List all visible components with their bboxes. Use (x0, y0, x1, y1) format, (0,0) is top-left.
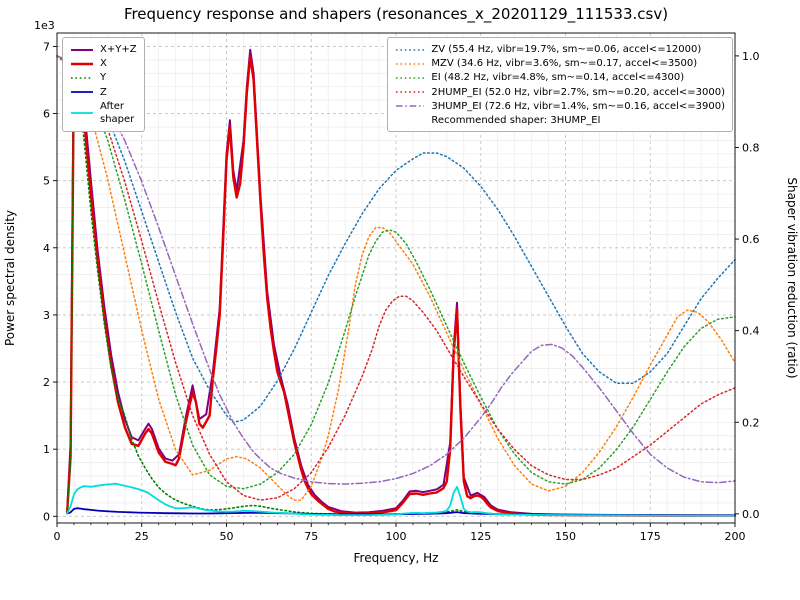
legend-label: X (100, 58, 107, 70)
x-tick-label: 0 (54, 530, 61, 543)
legend-item: EI (48.2 Hz, vibr=4.8%, sm~=0.14, accel<… (395, 71, 725, 84)
legend-label: Z (100, 86, 107, 98)
y-right-tick-label: 1.0 (742, 50, 760, 63)
y-left-tick-label: 1 (43, 443, 50, 456)
legend-psd: X+Y+Z X Y Z After shaper (62, 37, 145, 133)
legend-label: 2HUMP_EI (52.0 Hz, vibr=2.7%, sm~=0.20, … (431, 86, 725, 98)
legend-line-sample (71, 91, 93, 94)
legend-item: ZV (55.4 Hz, vibr=19.7%, sm~=0.06, accel… (395, 43, 725, 56)
x-tick-label: 75 (304, 530, 318, 543)
chart-title: Frequency response and shapers (resonanc… (123, 5, 669, 23)
legend-line-sample (396, 63, 425, 65)
legend-item: MZV (34.6 Hz, vibr=3.6%, sm~=0.17, accel… (395, 57, 725, 70)
legend-label: EI (48.2 Hz, vibr=4.8%, sm~=0.14, accel<… (431, 72, 685, 84)
series-line-y (66, 79, 736, 517)
legend-shapers: ZV (55.4 Hz, vibr=19.7%, sm~=0.06, accel… (387, 37, 733, 133)
legend-line-sample (396, 48, 425, 51)
legend-line-sample (71, 77, 93, 79)
series-line-after-shaper (66, 482, 736, 517)
legend-line-sample (71, 62, 93, 65)
x-tick-label: 200 (725, 530, 746, 543)
legend-line-sample (396, 77, 425, 79)
y-axis-label-right: Shaper vibration reduction (ratio) (785, 177, 799, 378)
y-right-tick-label: 0.6 (742, 233, 760, 246)
y-left-tick-label: 5 (43, 175, 50, 188)
y-axis-offset-label: 1e3 (34, 19, 55, 32)
legend-item: X (70, 57, 137, 70)
legend-line-sample (71, 112, 93, 114)
y-axis-label-left: Power spectral density (3, 210, 17, 346)
legend-item: X+Y+Z (70, 43, 137, 56)
x-tick-label: 50 (220, 530, 234, 543)
series-line-2hump-ei (56, 55, 736, 501)
legend-item: After shaper (70, 100, 137, 126)
legend-label: Y (100, 72, 107, 84)
x-axis-label: Frequency, Hz (353, 551, 439, 565)
legend-line-sample (396, 105, 425, 108)
x-tick-label: 175 (640, 530, 661, 543)
legend-line-sample (71, 48, 93, 51)
x-tick-label: 150 (555, 530, 576, 543)
legend-line-sample (396, 91, 425, 93)
legend-item: 2HUMP_EI (52.0 Hz, vibr=2.7%, sm~=0.20, … (395, 86, 725, 99)
series-line-mzv (56, 55, 736, 501)
legend-label: MZV (34.6 Hz, vibr=3.6%, sm~=0.17, accel… (431, 58, 698, 70)
y-left-tick-label: 7 (43, 40, 50, 53)
x-tick-label: 125 (470, 530, 491, 543)
y-right-tick-label: 0.0 (742, 508, 760, 521)
y-left-tick-label: 3 (43, 309, 50, 322)
series-line-3hump-ei (56, 55, 736, 485)
y-left-tick-label: 6 (43, 108, 50, 121)
series-line-ei (56, 55, 736, 490)
legend-item: Y (70, 71, 137, 84)
x-tick-label: 25 (135, 530, 149, 543)
legend-item: 3HUMP_EI (72.6 Hz, vibr=1.4%, sm~=0.16, … (395, 100, 725, 113)
series-line-x (65, 51, 737, 517)
y-left-tick-label: 4 (43, 242, 50, 255)
legend-label: After shaper (100, 100, 135, 125)
legend-label: ZV (55.4 Hz, vibr=19.7%, sm~=0.06, accel… (431, 44, 702, 55)
x-tick-label: 100 (386, 530, 407, 543)
y-right-tick-label: 0.8 (742, 141, 760, 154)
y-right-tick-label: 0.2 (742, 416, 760, 429)
y-left-tick-label: 0 (43, 510, 50, 523)
y-right-tick-label: 0.4 (742, 325, 760, 338)
legend-label: X+Y+Z (100, 44, 137, 55)
legend-item: Z (70, 86, 137, 99)
y-left-tick-label: 2 (43, 376, 50, 389)
legend-note: Recommended shaper: 3HUMP_EI (431, 114, 601, 126)
legend-label: 3HUMP_EI (72.6 Hz, vibr=1.4%, sm~=0.16, … (431, 100, 725, 112)
